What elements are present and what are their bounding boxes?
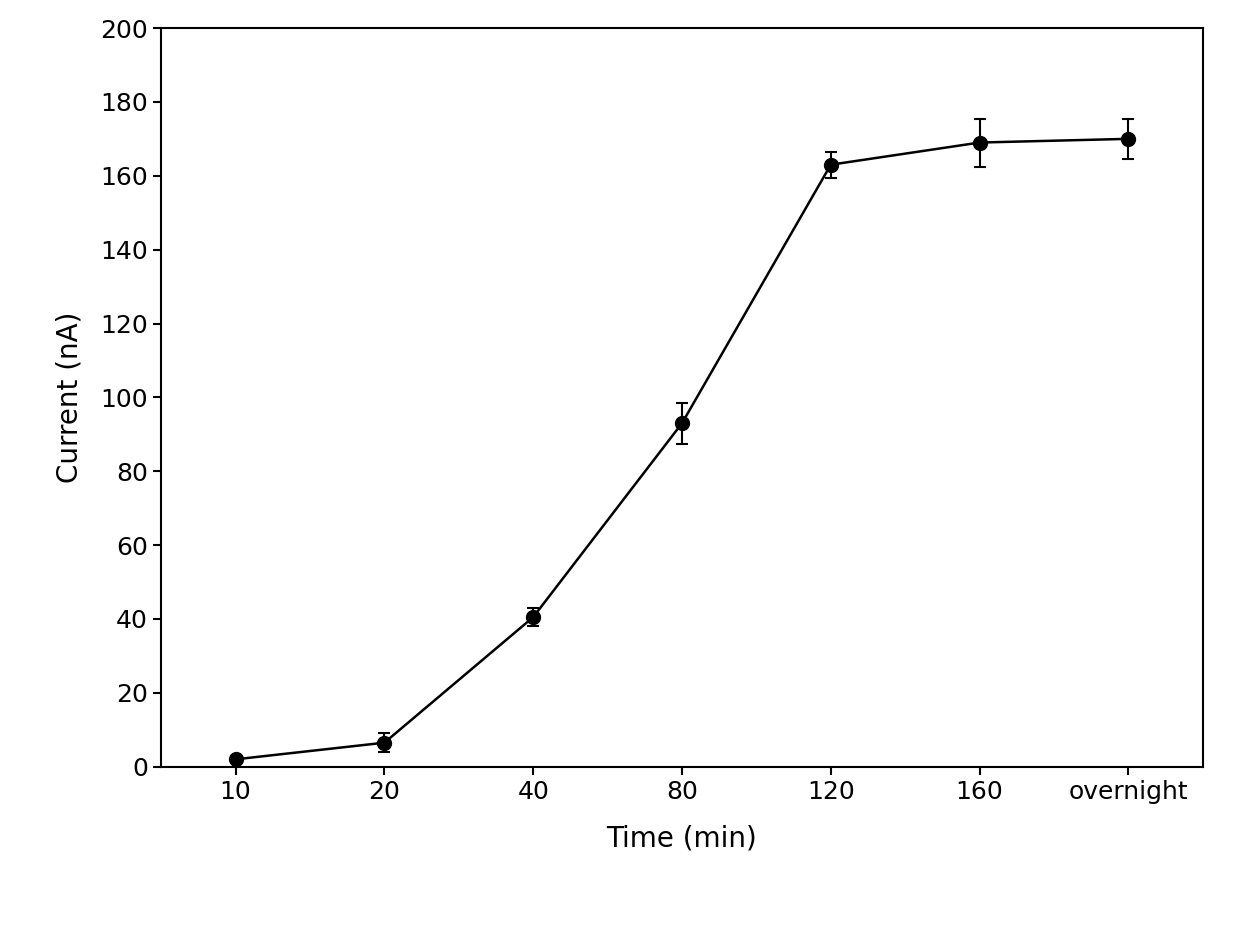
Y-axis label: Current (nA): Current (nA) [56,311,83,483]
X-axis label: Time (min): Time (min) [606,825,758,853]
